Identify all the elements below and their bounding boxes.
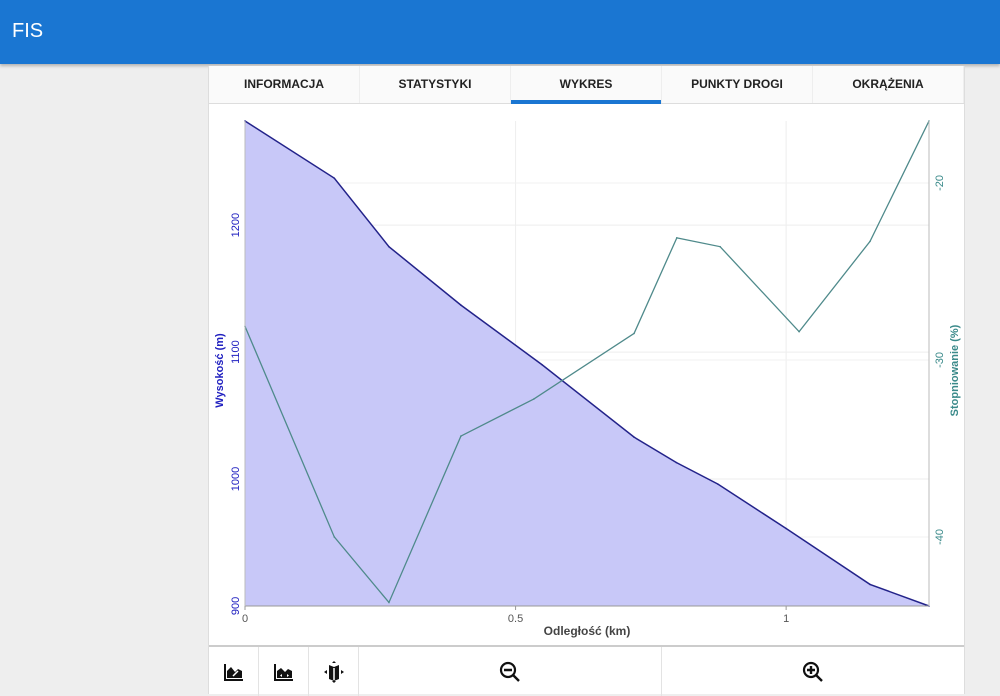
grade-point bbox=[388, 601, 390, 604]
y-left-tick-label: 1000 bbox=[230, 467, 242, 491]
elevation-point bbox=[633, 436, 635, 438]
elevation-point bbox=[541, 363, 543, 366]
app-bar: FIS bbox=[0, 0, 1000, 64]
grade-point bbox=[633, 332, 635, 335]
chart-toolbar bbox=[209, 645, 964, 696]
zoom-out-icon bbox=[499, 661, 520, 682]
elevation-point bbox=[675, 461, 678, 464]
x-tick-label: 0.5 bbox=[508, 613, 523, 625]
elevation-point bbox=[333, 177, 336, 179]
area-chart-pan-icon bbox=[273, 663, 293, 681]
grade-point bbox=[798, 330, 800, 333]
y-right-tick-label: -20 bbox=[934, 175, 946, 191]
elevation-point bbox=[717, 483, 719, 485]
grade-point bbox=[333, 536, 336, 538]
tab-statystyki[interactable]: STATYSTYKI bbox=[360, 66, 511, 103]
tab-bar: INFORMACJA STATYSTYKI WYKRES PUNKTY DROG… bbox=[209, 66, 964, 104]
y-left-tick-label: 1100 bbox=[230, 340, 242, 364]
y-left-axis-label: Wysokość (m) bbox=[214, 333, 226, 408]
elevation-area bbox=[245, 121, 929, 606]
area-chart-pan-button[interactable] bbox=[259, 647, 309, 696]
x-axis-label: Odległość (km) bbox=[544, 624, 631, 638]
y-right-tick-label: -30 bbox=[934, 352, 946, 368]
x-tick-label: 1 bbox=[783, 613, 789, 625]
elevation-point bbox=[869, 583, 871, 586]
elevation-point bbox=[785, 527, 787, 530]
y-right-tick-label: -40 bbox=[934, 529, 946, 545]
grade-point bbox=[533, 398, 535, 400]
map-pan-icon bbox=[323, 660, 344, 683]
grade-point bbox=[869, 240, 871, 243]
tab-wykres[interactable]: WYKRES bbox=[511, 66, 662, 104]
area-chart-icon bbox=[223, 663, 243, 681]
area-chart-button[interactable] bbox=[209, 647, 259, 696]
tab-punkty-drogi[interactable]: PUNKTY DROGI bbox=[662, 66, 813, 103]
grade-point bbox=[676, 237, 678, 239]
app-title: FIS bbox=[12, 20, 44, 42]
elevation-chart[interactable]: 0 0.5 1 900 1000 1100 1200 -40 -30 -20 Odległość (… bbox=[209, 104, 964, 644]
zoom-out-button[interactable] bbox=[359, 647, 662, 696]
y-left-tick-label: 900 bbox=[230, 597, 242, 615]
tab-informacja[interactable]: INFORMACJA bbox=[209, 66, 360, 103]
elevation-point bbox=[388, 245, 390, 248]
map-pan-button[interactable] bbox=[309, 647, 359, 696]
x-tick-label: 0 bbox=[242, 613, 248, 625]
grade-point bbox=[719, 245, 721, 248]
y-left-tick-label: 1200 bbox=[230, 213, 242, 237]
y-right-axis-label: Stopniowanie (%) bbox=[949, 324, 961, 416]
zoom-in-icon bbox=[802, 661, 823, 682]
content-panel: INFORMACJA STATYSTYKI WYKRES PUNKTY DROG… bbox=[208, 66, 965, 696]
tab-okrazenia[interactable]: OKRĄŻENIA bbox=[813, 66, 964, 103]
zoom-in-button[interactable] bbox=[662, 647, 964, 696]
elevation-point bbox=[460, 304, 462, 306]
grade-point bbox=[460, 435, 462, 437]
